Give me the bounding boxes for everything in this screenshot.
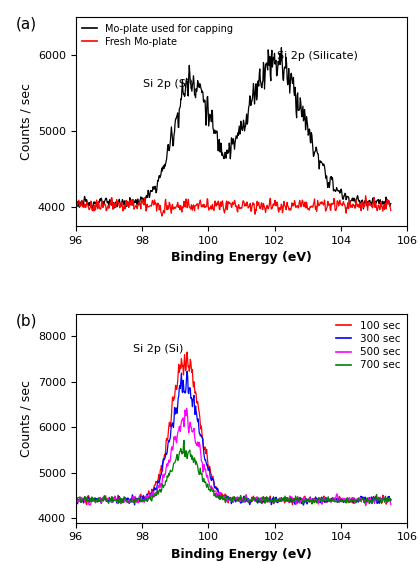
Text: Si 2p (Silicate): Si 2p (Silicate) (277, 51, 358, 61)
Text: Si 2p (Si): Si 2p (Si) (134, 345, 184, 354)
Text: (a): (a) (16, 17, 37, 32)
Legend: Mo-plate used for capping, Fresh Mo-plate: Mo-plate used for capping, Fresh Mo-plat… (81, 22, 235, 48)
Text: (b): (b) (16, 314, 37, 329)
X-axis label: Binding Energy (eV): Binding Energy (eV) (171, 251, 312, 264)
Legend: 100 sec, 300 sec, 500 sec, 700 sec: 100 sec, 300 sec, 500 sec, 700 sec (333, 319, 402, 373)
Y-axis label: Counts / sec: Counts / sec (19, 380, 32, 457)
Text: Si 2p (Si): Si 2p (Si) (143, 79, 194, 89)
Y-axis label: Counts / sec: Counts / sec (19, 83, 32, 160)
X-axis label: Binding Energy (eV): Binding Energy (eV) (171, 548, 312, 561)
